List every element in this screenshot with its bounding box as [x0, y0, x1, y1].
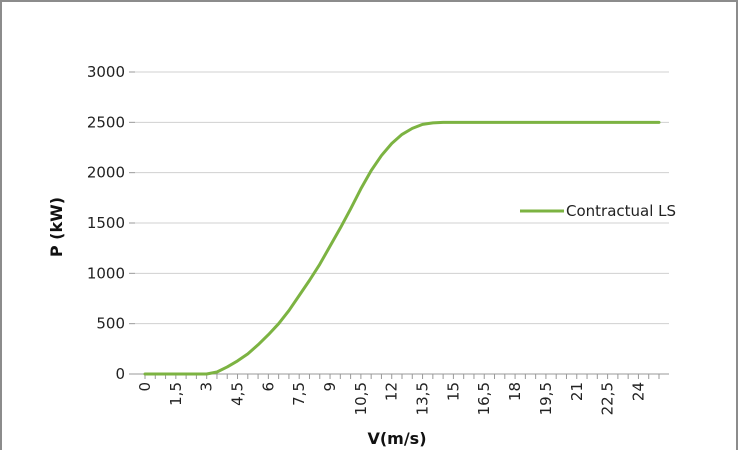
x-tick-label: 7,5 — [290, 382, 308, 406]
x-tick-label: 15 — [444, 382, 462, 401]
series-line-contractual-ls — [143, 120, 661, 376]
x-tick-label: 22,5 — [599, 382, 617, 415]
x-axis-ticks: 0 1,5 3 4,5 6 7,5 9 10,5 12 13,5 15 16,5 18 19,5 21 22,… — [136, 374, 660, 415]
legend-label-contractual-ls: Contractual LS — [566, 202, 676, 220]
x-tick-label: 1,5 — [167, 382, 185, 406]
x-tick-label: 21 — [568, 382, 586, 401]
y-axis-title: P (kW) — [47, 197, 66, 257]
x-tick-label: 10,5 — [352, 382, 370, 415]
y-tick-label: 1000 — [87, 264, 125, 282]
x-tick-label: 6 — [259, 382, 277, 392]
x-tick-label: 18 — [506, 382, 524, 401]
x-tick-label: 9 — [321, 382, 339, 392]
x-tick-label: 24 — [629, 382, 647, 401]
y-tick-label: 2500 — [87, 113, 125, 131]
x-tick-label: 19,5 — [537, 382, 555, 415]
x-tick-label: 12 — [383, 382, 401, 401]
x-tick-label: 4,5 — [229, 382, 247, 406]
y-tick-label: 2000 — [87, 164, 125, 182]
legend: Contractual LS — [520, 202, 676, 220]
x-tick-label: 3 — [198, 382, 216, 392]
gridlines — [135, 71, 669, 325]
x-tick-label: 0 — [136, 382, 154, 392]
x-tick-label: 13,5 — [414, 382, 432, 415]
y-tick-label: 3000 — [87, 63, 125, 81]
x-axis-title: V(m/s) — [367, 429, 426, 448]
series-layer — [143, 120, 661, 376]
y-tick-label: 1500 — [87, 214, 125, 232]
x-tick-label: 16,5 — [475, 382, 493, 415]
y-tick-label: 500 — [96, 315, 125, 333]
y-tick-label: 0 — [115, 365, 125, 383]
y-axis-ticks: 0 500 1000 1500 2000 2500 3000 — [87, 63, 135, 383]
